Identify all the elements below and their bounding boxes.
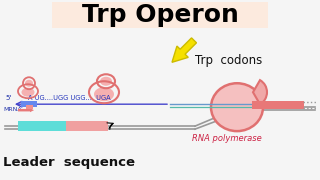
Text: RNA polymerase: RNA polymerase xyxy=(192,134,262,143)
Text: 5': 5' xyxy=(5,95,11,101)
Text: MRNA: MRNA xyxy=(3,107,22,112)
Text: A UG....UGG UGG.... UGA: A UG....UGG UGG.... UGA xyxy=(28,95,111,101)
Ellipse shape xyxy=(21,88,35,97)
Ellipse shape xyxy=(94,87,114,101)
Bar xyxy=(26,105,33,109)
Bar xyxy=(252,101,304,109)
Ellipse shape xyxy=(100,77,112,86)
Text: Trp Operon: Trp Operon xyxy=(82,3,238,27)
Wedge shape xyxy=(253,80,267,104)
Bar xyxy=(21,101,37,107)
Text: Trp  codons: Trp codons xyxy=(195,54,262,67)
FancyArrow shape xyxy=(172,38,196,62)
FancyBboxPatch shape xyxy=(52,3,268,28)
Ellipse shape xyxy=(211,83,263,131)
Bar xyxy=(66,121,108,131)
FancyArrow shape xyxy=(18,108,34,112)
Text: Leader  sequence: Leader sequence xyxy=(3,156,135,168)
Ellipse shape xyxy=(25,80,33,87)
Bar xyxy=(18,121,66,131)
